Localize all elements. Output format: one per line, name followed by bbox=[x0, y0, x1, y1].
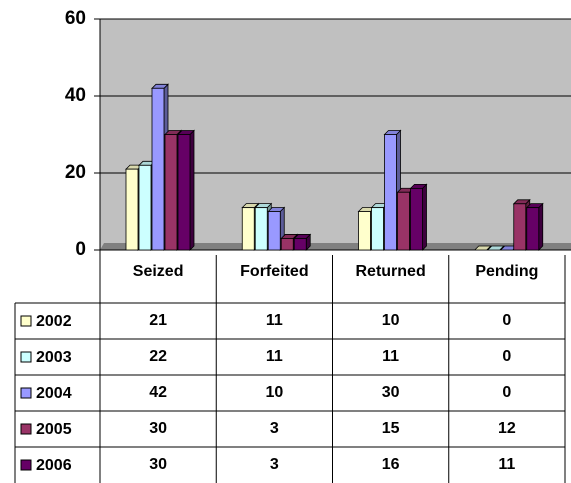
y-tick-label: 0 bbox=[75, 239, 86, 260]
floor bbox=[100, 243, 571, 250]
bar bbox=[513, 203, 527, 251]
table-header: Seized bbox=[133, 263, 184, 280]
table-value: 3 bbox=[270, 456, 279, 473]
bar bbox=[371, 207, 384, 251]
legend-label: 2005 bbox=[36, 421, 72, 438]
y-tick-label: 40 bbox=[65, 85, 86, 106]
bar bbox=[293, 238, 307, 251]
legend-key bbox=[20, 315, 32, 327]
bar bbox=[397, 191, 410, 251]
table-value: 0 bbox=[502, 348, 511, 365]
table-value: 30 bbox=[149, 420, 167, 437]
bar bbox=[254, 207, 268, 251]
table-value: 0 bbox=[502, 384, 511, 401]
table-header: Forfeited bbox=[240, 263, 308, 280]
bar-top bbox=[473, 245, 492, 251]
table-value: 11 bbox=[382, 348, 399, 365]
bar bbox=[280, 238, 294, 251]
table-value: 11 bbox=[266, 348, 283, 365]
legend-label: 2002 bbox=[36, 313, 72, 330]
bar bbox=[410, 187, 423, 251]
table-value: 16 bbox=[382, 456, 400, 473]
bar-top bbox=[486, 245, 505, 251]
bar bbox=[241, 207, 255, 251]
table-value: 11 bbox=[498, 456, 515, 473]
legend-key bbox=[20, 387, 32, 399]
table-value: 22 bbox=[149, 348, 167, 365]
bar bbox=[164, 134, 178, 251]
legend-label: 2003 bbox=[36, 349, 72, 366]
bar bbox=[526, 207, 540, 251]
table-value: 30 bbox=[382, 384, 400, 401]
table-value: 0 bbox=[502, 312, 511, 329]
bar bbox=[138, 164, 152, 251]
legend-label: 2006 bbox=[36, 457, 72, 474]
bar-side bbox=[189, 129, 195, 251]
bar bbox=[125, 168, 139, 251]
legend-key bbox=[20, 459, 32, 471]
table-header: Returned bbox=[356, 263, 426, 280]
bar-side bbox=[422, 183, 427, 251]
legend-key bbox=[20, 351, 32, 363]
table-value: 42 bbox=[149, 384, 167, 401]
bar bbox=[177, 134, 191, 251]
table-value: 3 bbox=[270, 420, 279, 437]
bar-side bbox=[538, 202, 544, 251]
table-value: 15 bbox=[382, 420, 400, 437]
table-value: 11 bbox=[266, 312, 283, 329]
table-value: 10 bbox=[382, 312, 400, 329]
bar bbox=[267, 211, 281, 251]
table-value: 12 bbox=[498, 420, 516, 437]
y-tick-label: 60 bbox=[65, 8, 86, 29]
y-tick-label: 20 bbox=[65, 162, 86, 183]
table-value: 21 bbox=[149, 312, 167, 329]
bar bbox=[151, 87, 165, 251]
bar bbox=[358, 211, 371, 251]
table-value: 30 bbox=[149, 456, 167, 473]
legend-label: 2004 bbox=[36, 385, 72, 402]
bar bbox=[384, 134, 397, 251]
legend-key bbox=[20, 423, 32, 435]
table-value: 10 bbox=[265, 384, 283, 401]
table-header: Pending bbox=[475, 263, 538, 280]
